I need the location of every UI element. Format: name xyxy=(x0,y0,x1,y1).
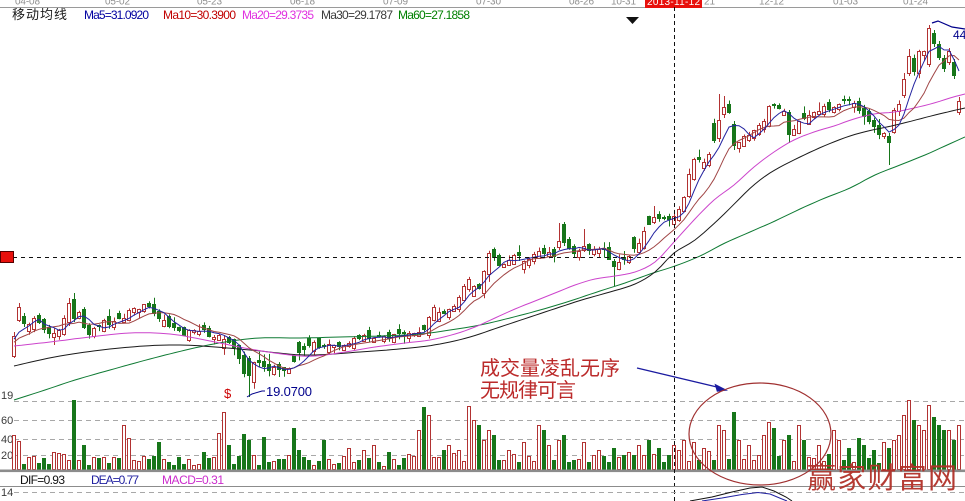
svg-text:08-26: 08-26 xyxy=(569,0,594,8)
svg-text:20: 20 xyxy=(1,450,13,462)
svg-text:Ma60=27.1858: Ma60=27.1858 xyxy=(398,8,470,22)
svg-text:06-18: 06-18 xyxy=(290,0,315,8)
svg-text:10-31: 10-31 xyxy=(611,0,636,8)
svg-text:01-24: 01-24 xyxy=(903,0,928,8)
svg-text:$: $ xyxy=(224,386,232,401)
svg-text:05-02: 05-02 xyxy=(105,0,130,8)
svg-text:Ma5=31.0920: Ma5=31.0920 xyxy=(84,8,149,22)
svg-text:Ma10=30.3900: Ma10=30.3900 xyxy=(163,8,236,22)
svg-text:赢家财富网: 赢家财富网 xyxy=(807,462,960,495)
svg-text:MACD=0.31: MACD=0.31 xyxy=(162,473,224,487)
svg-text:19: 19 xyxy=(1,390,13,402)
svg-text:21: 21 xyxy=(704,0,716,8)
svg-text:Ma30=29.1787: Ma30=29.1787 xyxy=(321,8,393,22)
svg-text:2013-11-12: 2013-11-12 xyxy=(647,0,700,8)
svg-text:04-08: 04-08 xyxy=(15,0,40,8)
svg-text:07-09: 07-09 xyxy=(383,0,408,8)
svg-text:成交量凌乱无序: 成交量凌乱无序 xyxy=(480,357,620,380)
svg-text:05-23: 05-23 xyxy=(197,0,222,8)
svg-text:DEA=0.77: DEA=0.77 xyxy=(91,473,139,487)
svg-text:无规律可言: 无规律可言 xyxy=(480,379,576,402)
svg-text:40: 40 xyxy=(1,434,13,446)
svg-text:60: 60 xyxy=(1,415,13,427)
svg-text:DIF=0.93: DIF=0.93 xyxy=(20,473,65,487)
svg-text:07-30: 07-30 xyxy=(476,0,501,8)
svg-text:Ma20=29.3735: Ma20=29.3735 xyxy=(242,8,314,22)
svg-text:移动均线: 移动均线 xyxy=(12,7,67,22)
svg-text:14: 14 xyxy=(1,487,13,499)
svg-text:12-12: 12-12 xyxy=(759,0,784,8)
svg-text:44: 44 xyxy=(953,28,965,42)
svg-text:01-03: 01-03 xyxy=(833,0,858,8)
svg-text:19.0700: 19.0700 xyxy=(266,384,312,399)
